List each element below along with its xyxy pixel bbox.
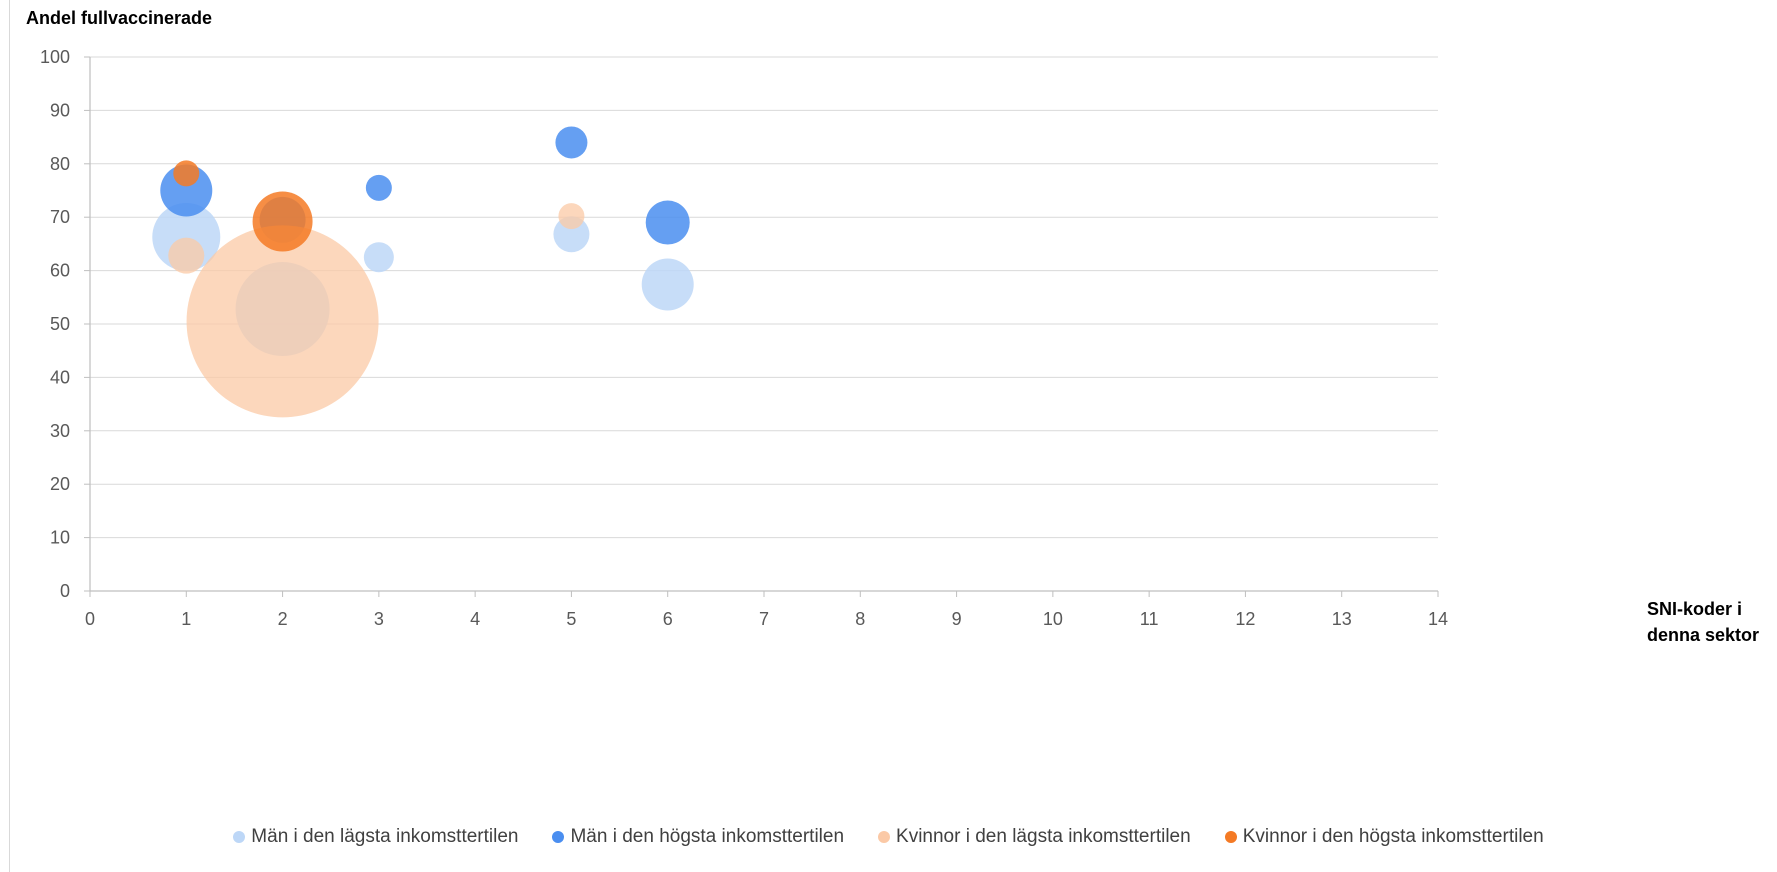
y-tick-label: 100 xyxy=(40,47,70,67)
x-tick-label: 2 xyxy=(278,609,288,629)
legend-swatch xyxy=(1224,831,1237,843)
legend-item: Män i den lägsta inkomsttertilen xyxy=(233,826,518,848)
x-tick-label: 0 xyxy=(85,609,95,629)
y-tick-label: 30 xyxy=(50,421,70,441)
bubble-series-3 xyxy=(173,160,200,187)
legend-swatch xyxy=(878,831,891,843)
bubble-series-2 xyxy=(186,225,379,418)
legend-item: Män i den högsta inkomsttertilen xyxy=(552,826,844,848)
x-tick-label: 14 xyxy=(1428,609,1448,629)
x-tick-label: 10 xyxy=(1043,609,1063,629)
bubble-series-0 xyxy=(641,258,694,311)
y-tick-label: 60 xyxy=(50,261,70,281)
x-tick-label: 12 xyxy=(1235,609,1255,629)
x-tick-label: 11 xyxy=(1140,609,1159,629)
bubble-series-3 xyxy=(252,191,313,252)
y-tick-label: 90 xyxy=(50,100,70,120)
legend-label: Män i den lägsta inkomsttertilen xyxy=(251,826,519,847)
bubble-series-1 xyxy=(645,200,690,245)
y-axis-label: Andel fullvaccinerade xyxy=(26,8,213,28)
y-tick-label: 40 xyxy=(50,367,70,387)
bubble-series-1 xyxy=(160,164,213,217)
x-tick-label: 8 xyxy=(855,609,865,629)
x-axis-label: SNI-koder i denna sektor xyxy=(1647,599,1760,645)
bubble-series-2 xyxy=(168,237,205,274)
legend-swatch xyxy=(233,831,246,843)
bubble-series-2 xyxy=(558,203,585,230)
chart-plot-area: 0 1 2 3 4 5 6 7 8 9 10 11 12 13 1401020304050607080901… xyxy=(40,47,1448,629)
x-tick-label: 6 xyxy=(663,609,673,629)
x-tick-label: 7 xyxy=(759,609,769,629)
legend-label: Män i den högsta inkomsttertilen xyxy=(570,826,845,847)
bubble-series-0 xyxy=(363,242,394,273)
x-tick-label: 13 xyxy=(1332,609,1352,629)
bubble-series-1 xyxy=(365,174,392,201)
x-tick-label: 9 xyxy=(952,609,962,629)
x-tick-label: 4 xyxy=(470,609,480,629)
y-tick-label: 50 xyxy=(50,314,70,334)
y-tick-label: 10 xyxy=(50,528,70,548)
legend-item: Kvinnor i den lägsta inkomsttertilen xyxy=(878,826,1191,848)
x-tick-label: 5 xyxy=(566,609,576,629)
x-tick-label: 1 xyxy=(181,609,191,629)
chart-legend: Män i den lägsta inkomsttertilen Män i de… xyxy=(0,826,1777,848)
y-tick-label: 80 xyxy=(50,154,70,174)
chart-border xyxy=(9,0,10,872)
y-tick-label: 0 xyxy=(60,581,70,601)
bubble-series-1 xyxy=(555,126,588,159)
legend-label: Kvinnor i den högsta inkomsttertilen xyxy=(1242,826,1544,847)
legend-item: Kvinnor i den högsta inkomsttertilen xyxy=(1224,826,1544,848)
y-tick-label: 20 xyxy=(50,474,70,494)
x-tick-label: 3 xyxy=(374,609,384,629)
legend-swatch xyxy=(552,831,565,843)
y-tick-label: 70 xyxy=(50,207,70,227)
legend-label: Kvinnor i den lägsta inkomsttertilen xyxy=(896,826,1191,847)
